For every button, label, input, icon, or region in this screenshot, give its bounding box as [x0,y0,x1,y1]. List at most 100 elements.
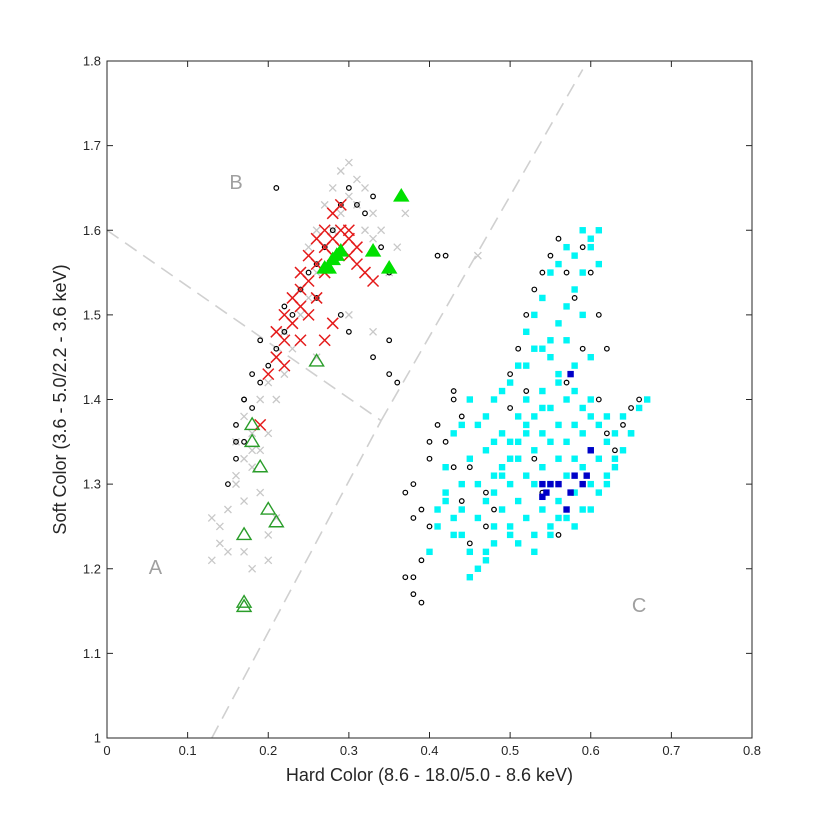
cyan-square-point [506,523,514,530]
red-x-point [302,308,315,321]
x-tick-label: 0.6 [582,743,600,758]
y-tick-label: 1.4 [83,392,101,407]
cyan-square-point [523,421,530,429]
black-circle-point [289,311,296,318]
y-tick-label: 1.3 [83,477,101,492]
black-circle-point [386,337,393,344]
black-circle-point [636,396,643,403]
cyan-square-point [531,345,538,352]
green-triangle-filled-point [332,243,350,257]
blue-square-point [571,472,578,479]
cyan-square-point [547,438,554,446]
blue-square-point [547,480,554,488]
black-circle-point [281,303,288,310]
black-circle-point [370,193,376,200]
cyan-square-point [514,438,522,446]
red-x-point [262,368,275,381]
black-circle-point [402,574,409,581]
blue-square-point [539,493,546,501]
black-circle-point [426,438,433,445]
region-label-c: C [632,595,646,617]
black-circle-point [257,337,264,344]
x-tick-label: 0.5 [501,743,519,758]
gray-x-point [369,209,378,218]
x-tick-label: 0.1 [179,743,197,758]
cyan-square-point [579,506,586,513]
black-circle-point [233,438,239,445]
cyan-square-series [426,227,651,581]
divider-line-1 [106,229,382,422]
cyan-square-point [498,430,506,437]
cyan-square-point [611,430,619,437]
cyan-square-point [498,464,506,471]
green-triangle-open-point [308,353,325,367]
gray-x-point [215,539,224,548]
black-circle-point [507,405,514,411]
cyan-square-point [563,303,570,310]
gray-x-point [369,234,378,243]
black-circle-point [225,481,231,488]
black-circle-point [555,532,562,538]
cyan-square-point [506,379,514,386]
cyan-square-point [498,506,506,513]
gray-x-point [264,530,273,539]
gray-x-point [207,514,216,522]
blue-square-point [579,480,586,488]
green-triangle-filled-point [320,259,337,274]
cyan-square-point [563,337,570,344]
region-label-b: B [229,172,242,194]
black-circle-point [313,261,320,268]
black-circle-point [426,455,433,462]
gray-x-point [264,556,273,565]
gray-x-point [328,183,337,192]
green-triangle-open-point [268,513,285,528]
cyan-square-point [611,464,619,471]
cyan-square-point [490,438,498,446]
cyan-square-point [466,574,474,581]
cyan-square-point [579,269,586,276]
gray-x-point [352,175,361,184]
black-circle-point [466,540,473,547]
gray-x-point [232,480,240,489]
cyan-square-point [539,464,546,471]
y-tick-label: 1.8 [83,54,101,69]
black-circle-point [362,210,368,217]
black-circle-point [410,481,417,488]
gray-x-point [352,200,361,209]
cyan-square-point [539,294,546,302]
black-circle-point [587,269,594,276]
cyan-square-point [555,421,562,429]
cyan-square-point [506,455,514,462]
gray-x-point [280,370,289,379]
y-axis-label: Soft Color (3.6 - 5.0/2.2 - 3.6 keV) [50,264,70,534]
gray-x-point [288,344,297,353]
gray-x-point [264,378,273,387]
cyan-square-point [563,396,570,403]
black-circle-point [539,269,546,276]
black-circle-point [483,523,489,530]
black-circle-point [241,396,247,403]
blue-square-point [567,370,574,378]
x-axis-label: Hard Color (8.6 - 18.0/5.0 - 8.6 keV) [286,765,573,785]
cyan-square-point [490,396,498,403]
cyan-square-point [498,387,506,395]
cyan-square-point [442,464,449,471]
cyan-square-point [595,455,603,462]
gray-x-point [336,209,345,218]
black-circle-point [273,345,280,352]
black-circle-point [418,599,425,606]
black-circle-point [523,388,530,394]
cyan-square-point [482,557,490,564]
black-circle-point [555,235,562,242]
black-circle-point [345,185,352,191]
cyan-square-point [547,404,554,412]
cyan-square-point [523,396,530,403]
gray-x-point [377,226,386,235]
red-x-point [286,317,299,330]
cyan-square-point [547,531,554,539]
cyan-square-point [531,548,538,556]
cyan-square-point [482,548,490,556]
cyan-square-point [587,235,594,242]
black-circle-point [458,413,465,420]
